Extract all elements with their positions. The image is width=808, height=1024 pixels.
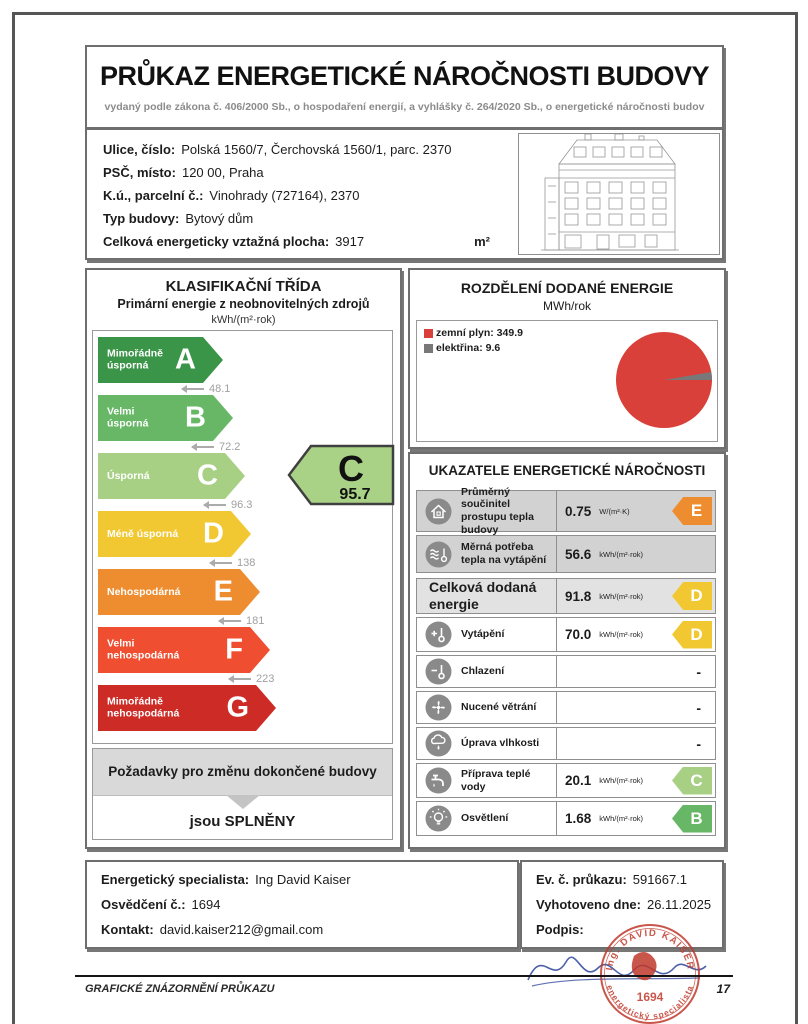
building-row: Ulice, číslo: Polská 1560/7, Čerchovská 1… (103, 142, 452, 157)
class-bar-A: Mimořádně úsporná A (98, 337, 223, 383)
page-subtitle: vydaný podle zákona č. 406/2000 Sb., o h… (104, 101, 705, 113)
specialist-row: Osvědčení č.: 1694 (101, 897, 221, 912)
signature (522, 928, 712, 1003)
indicators-title: UKAZATELE ENERGETICKÉ NÁROČNOSTI (428, 463, 706, 478)
grade-badge: E (672, 497, 712, 525)
legend-swatch-electricity (424, 343, 433, 353)
delivered-energy-title: ROZDĚLENÍ DODANÉ ENERGIE (460, 280, 674, 296)
svg-text:C: C (338, 448, 364, 489)
classification-unit: kWh/(m²·rok) (211, 314, 276, 326)
footer-caption: GRAFICKÉ ZNÁZORNĚNÍ PRŮKAZU (85, 983, 275, 995)
requirements-box: Požadavky pro změnu dokončené budovy jso… (92, 748, 393, 840)
indicator-row-heating: Vytápění 70.0 kWh/(m²·rok) D (416, 617, 716, 652)
class-bar-D: Méně úsporná D (98, 511, 251, 557)
svg-text:1694: 1694 (637, 990, 664, 1004)
left-arrow-icon (203, 501, 226, 509)
svg-text:95.7: 95.7 (339, 486, 370, 503)
grade-badge: D (672, 620, 712, 649)
page-number: 17 (716, 982, 730, 996)
lightbulb-icon (425, 805, 452, 832)
legend-item: zemní plyn: 349.9 (424, 327, 523, 339)
indicator-row-lighting: Osvětlení 1.68 kWh/(m²·rok) B (416, 801, 716, 836)
class-bar-G: Mimořádně nehospodárná G (98, 685, 276, 731)
left-arrow-icon (218, 617, 241, 625)
class-bar-B: Velmi úsporná B (98, 395, 233, 441)
down-arrow-icon (225, 795, 260, 809)
class-bar-F: Velmi nehospodárná F (98, 627, 270, 673)
legend-item: elektřina: 9.6 (424, 342, 523, 354)
pie-legend: zemní plyn: 349.9 elektřina: 9.6 (424, 327, 523, 357)
page-frame (12, 12, 798, 1024)
left-arrow-icon (209, 559, 232, 567)
class-bar-E: Nehospodárná E (98, 569, 260, 615)
header-panel: PRŮKAZ ENERGETICKÉ NÁROČNOSTI BUDOVY vyd… (85, 45, 724, 129)
requirements-result: jsou SPLNĚNY (189, 813, 296, 830)
meta-row: Ev. č. průkazu: 591667.1 (536, 872, 688, 887)
left-arrow-icon (228, 675, 251, 683)
specialist-panel: Energetický specialista: Ing David Kaiser… (85, 860, 519, 949)
delivered-energy-panel: ROZDĚLENÍ DODANÉ ENERGIE MWh/rok zemní p… (408, 268, 726, 449)
pie-chart-box: zemní plyn: 349.9 elektřina: 9.6 (416, 320, 718, 442)
building-elevation-image (518, 133, 720, 255)
threshold-label: 181 (218, 615, 264, 627)
thermometer-minus-icon (425, 658, 452, 685)
threshold-label: 48.1 (181, 383, 230, 395)
delivered-energy-pie (616, 332, 712, 428)
fan-icon (425, 694, 452, 721)
building-row: Typ budovy: Bytový dům (103, 211, 254, 226)
stamp: Ing. DAVID KAISER energetický specialist… (586, 916, 714, 1024)
footer-rule (75, 975, 733, 977)
grade-badge: C (672, 766, 712, 795)
building-row: PSČ, místo: 120 00, Praha (103, 165, 264, 180)
building-elevation-drawing (541, 133, 679, 251)
grade-badge: D (672, 582, 712, 610)
threshold-label: 138 (209, 557, 255, 569)
classification-title: KLASIFIKAČNÍ TŘÍDA (165, 278, 322, 295)
grade-badge: B (672, 804, 712, 833)
threshold-label: 96.3 (203, 499, 252, 511)
indicator-row-humidity: Úprava vlhkosti - (416, 727, 716, 760)
indicator-row-cooling: Chlazení - (416, 655, 716, 688)
classification-subtitle: Primární energie z neobnovitelných zdroj… (117, 297, 370, 311)
left-arrow-icon (191, 443, 214, 451)
faucet-icon (425, 767, 452, 794)
building-row: K.ú., parcelní č.: Vinohrady (727164), 23… (103, 188, 360, 203)
indicator-row-heat-demand: Měrná potřeba tepla na vytápění 56.6 kWh… (416, 535, 716, 573)
thermometer-plus-icon (425, 621, 452, 648)
legend-swatch-gas (424, 328, 433, 338)
indicator-row-ventilation: Nucené větrání - (416, 691, 716, 724)
house-icon (425, 498, 452, 524)
threshold-label: 72.2 (191, 441, 240, 453)
class-bar-C: Úsporná C (98, 453, 245, 499)
left-arrow-icon (181, 385, 204, 393)
specialist-row: Kontakt: david.kaiser212@gmail.com (101, 922, 324, 937)
building-row: Celková energeticky vztažná plocha: 3917 m… (103, 234, 490, 249)
thermometer-waves-icon (425, 541, 452, 567)
humidity-icon (425, 730, 452, 757)
indicator-row-u-value: Průměrný součinitel prostupu tepla budov… (416, 486, 716, 536)
indicator-row-total-energy: Celková dodaná energie 91.8 kWh/(m²·rok)… (416, 578, 716, 614)
page-title: PRŮKAZ ENERGETICKÉ NÁROČNOSTI BUDOVY (99, 61, 710, 91)
indicators-panel: UKAZATELE ENERGETICKÉ NÁROČNOSTI Průměrn… (408, 452, 726, 849)
building-info-panel: Ulice, číslo: Polská 1560/7, Čerchovská 1… (85, 128, 724, 260)
meta-row: Vyhotoveno dne: 26.11.2025 (536, 897, 712, 912)
requirements-heading: Požadavky pro změnu dokončené budovy (93, 749, 392, 796)
indicator-row-hot-water: Příprava teplé vody 20.1 kWh/(m²·rok) C (416, 763, 716, 798)
current-rating-arrow: C 95.7 (287, 444, 395, 511)
threshold-label: 223 (228, 673, 274, 685)
meta-row: Podpis: (536, 922, 584, 937)
specialist-row: Energetický specialista: Ing David Kaiser (101, 872, 351, 887)
delivered-energy-unit: MWh/rok (543, 299, 591, 313)
